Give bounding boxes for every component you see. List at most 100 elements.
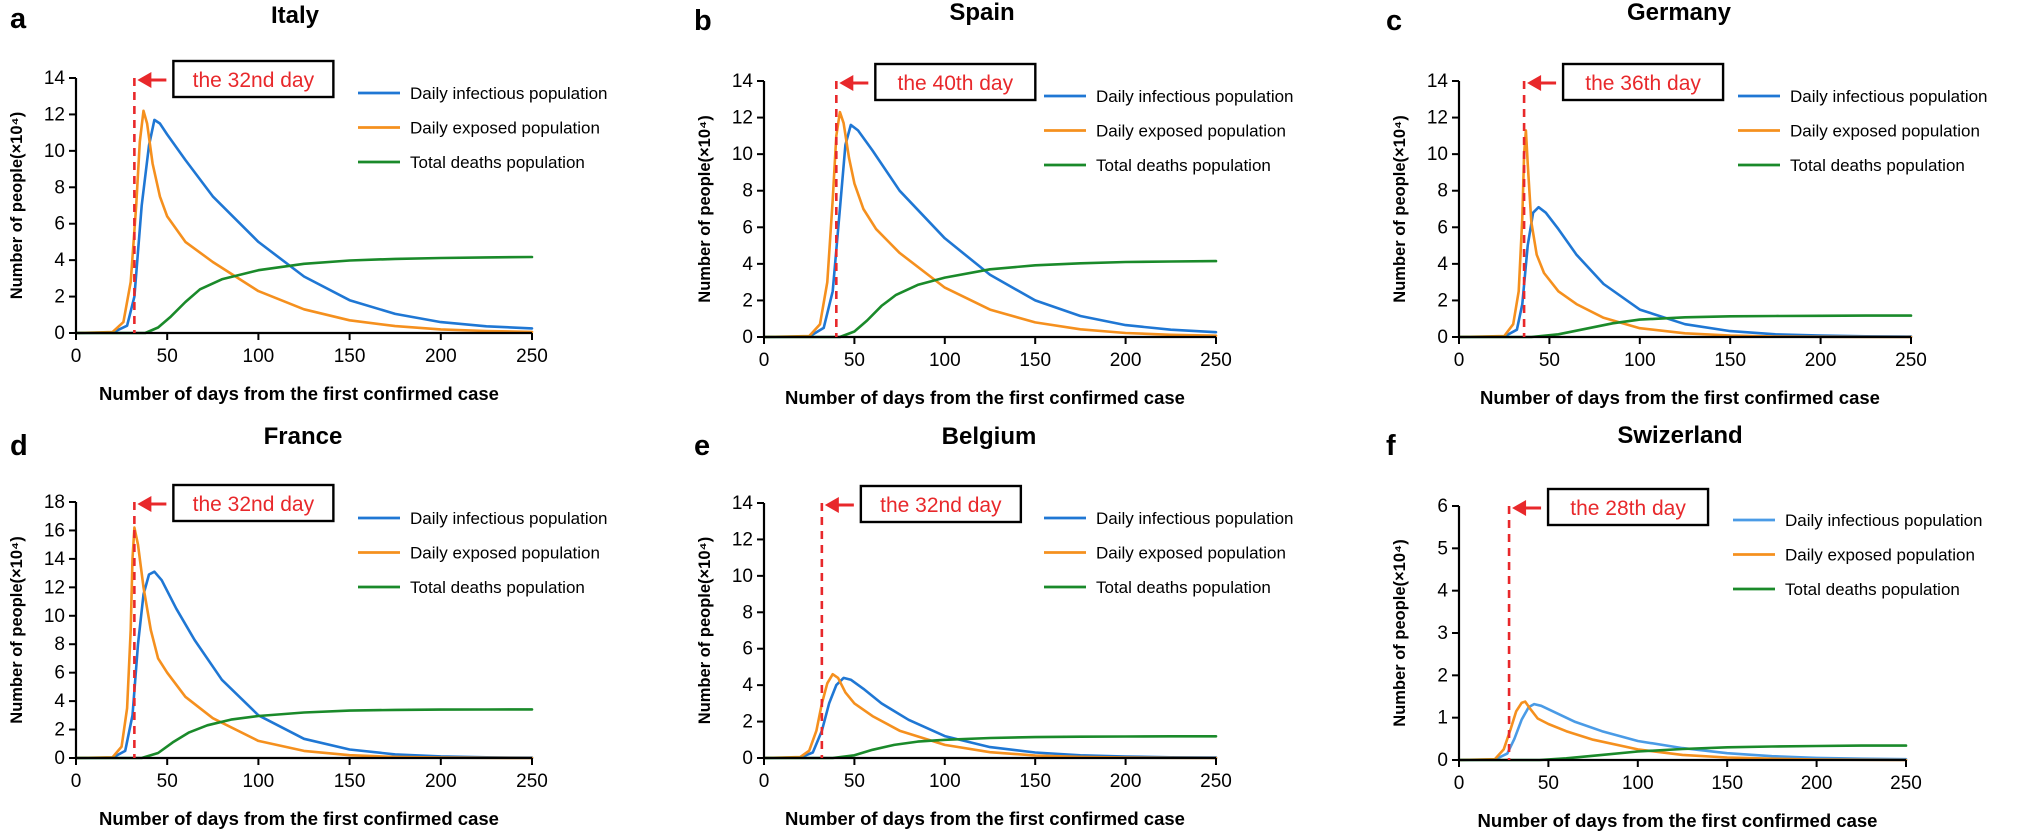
y-tick-label: 14 [44,68,66,89]
series-lines [762,672,1218,760]
chart-panel-c: c Germany 0 50 100 150 200 250 0 2 4 6 8 10 12 14 Number… [1386,0,1988,408]
legend-label: Daily exposed population [1096,544,1286,563]
series-line-exposed [74,109,534,335]
x-tick-label: 200 [1110,771,1142,792]
legend-label: Total deaths population [1096,156,1271,175]
series-line-deaths [74,708,534,760]
y-tick-label: 14 [1427,71,1449,92]
series-line-deaths [1457,744,1908,762]
y-tick-label: 4 [54,691,65,712]
legend-label: Total deaths population [1790,156,1965,175]
series-line-infectious [74,118,534,335]
y-tick-label: 10 [44,141,65,162]
x-tick-label: 250 [516,346,548,367]
y-tick-label: 4 [742,675,753,696]
panel-letter: d [10,430,28,462]
y-tick-label: 0 [742,748,753,769]
series-line-exposed [74,526,534,760]
y-tick-label: 6 [742,639,753,660]
series-line-exposed [1457,129,1913,339]
y-tick-label: 18 [44,492,65,513]
legend-label: Total deaths population [1785,580,1960,599]
y-tick-label: 14 [44,549,66,570]
chart-panel-d: d France 0 50 100 150 200 250 0 2 4 6 8 10 12 14 16 18 Num… [8,423,608,829]
legend-label: Daily exposed population [410,119,600,138]
x-tick-label: 0 [1454,350,1465,371]
y-tick-label: 4 [54,250,65,271]
x-tick-label: 50 [157,346,178,367]
x-axis-label: Number of days from the first confirmed … [1480,387,1880,408]
marker-arrow-head [1512,500,1527,516]
panel-letter: f [1386,430,1396,462]
y-tick-label: 8 [742,181,753,202]
series-line-infectious [762,676,1218,760]
marker-annotation-text: the 32nd day [193,69,315,92]
y-tick-label: 10 [732,566,753,587]
legend-label: Daily exposed population [1790,122,1980,141]
y-axis-label: Number of people(×10⁴) [696,115,714,302]
x-tick-label: 250 [1890,773,1922,794]
y-tick-label: 0 [54,323,65,344]
y-tick-label: 0 [1437,750,1448,771]
y-tick-label: 10 [44,606,65,627]
legend: Daily infectious population Daily exposed… [358,84,608,172]
x-tick-label: 100 [243,771,275,792]
y-tick-label: 6 [1437,217,1448,238]
legend: Daily infectious population Daily exposed… [358,509,608,597]
x-tick-label: 200 [1801,773,1833,794]
series-line-infectious [1457,702,1908,762]
y-tick-label: 12 [732,108,753,129]
marker-annotation-box [172,483,335,523]
y-tick-label: 4 [1437,254,1448,275]
y-tick-label: 6 [54,214,65,235]
legend-label: Daily exposed population [1785,546,1975,565]
chart-title: Belgium [942,423,1037,450]
x-tick-label: 250 [1200,771,1232,792]
x-tick-label: 200 [425,346,457,367]
x-tick-label: 50 [157,771,178,792]
y-tick-label: 14 [732,71,754,92]
y-tick-label: 0 [54,748,65,769]
x-tick-label: 0 [71,771,82,792]
marker-arrow-head [824,497,839,513]
series-line-exposed [762,672,1218,760]
legend: Daily infectious population Daily exposed… [1044,509,1294,597]
y-axis-label: Number of people(×10⁴) [1391,539,1409,726]
y-tick-label: 4 [1437,581,1448,602]
legend: Daily infectious population Daily exposed… [1738,87,1988,175]
panel-letter: c [1386,5,1402,37]
x-axis-label: Number of days from the first confirmed … [1478,810,1878,831]
series-lines [74,526,534,760]
legend-label: Total deaths population [1096,578,1271,597]
legend-label: Daily infectious population [1096,509,1294,528]
x-axis-label: Number of days from the first confirmed … [785,808,1185,829]
x-tick-label: 50 [1538,773,1559,794]
y-tick-label: 8 [742,602,753,623]
x-tick-label: 0 [759,350,770,371]
x-tick-label: 250 [1200,350,1232,371]
y-axis-label: Number of people(×10⁴) [1391,115,1409,302]
x-tick-label: 250 [516,771,548,792]
x-tick-label: 150 [1019,771,1051,792]
marker-annotation-box [859,484,1023,524]
panel-letter: e [694,430,710,462]
x-tick-label: 200 [1805,350,1837,371]
y-tick-label: 12 [732,529,753,550]
marker-annotation-box [1546,487,1710,527]
chart-panel-b: b Spain 0 50 100 150 200 250 0 2 4 6 8 10 12 14 Number o… [694,0,1294,408]
marker-annotation-text: the 28th day [1570,497,1686,520]
x-axis-label: Number of days from the first confirmed … [785,387,1185,408]
chart-title: Germany [1627,0,1732,26]
y-tick-label: 0 [742,327,753,348]
y-tick-label: 2 [54,287,65,308]
y-tick-label: 8 [54,177,65,198]
y-tick-label: 10 [732,144,753,165]
series-line-deaths [1457,314,1913,339]
marker-annotation-text: the 32nd day [880,494,1002,517]
chart-panel-a: a Italy 0 50 100 150 200 250 0 2 4 6 8 10 12 14 Number o… [8,2,608,404]
x-tick-label: 100 [1622,773,1654,794]
x-tick-label: 100 [243,346,275,367]
series-line-exposed [762,110,1218,339]
y-axis-label: Number of people(×10⁴) [8,536,26,723]
marker-annotation-text: the 32nd day [193,493,315,516]
